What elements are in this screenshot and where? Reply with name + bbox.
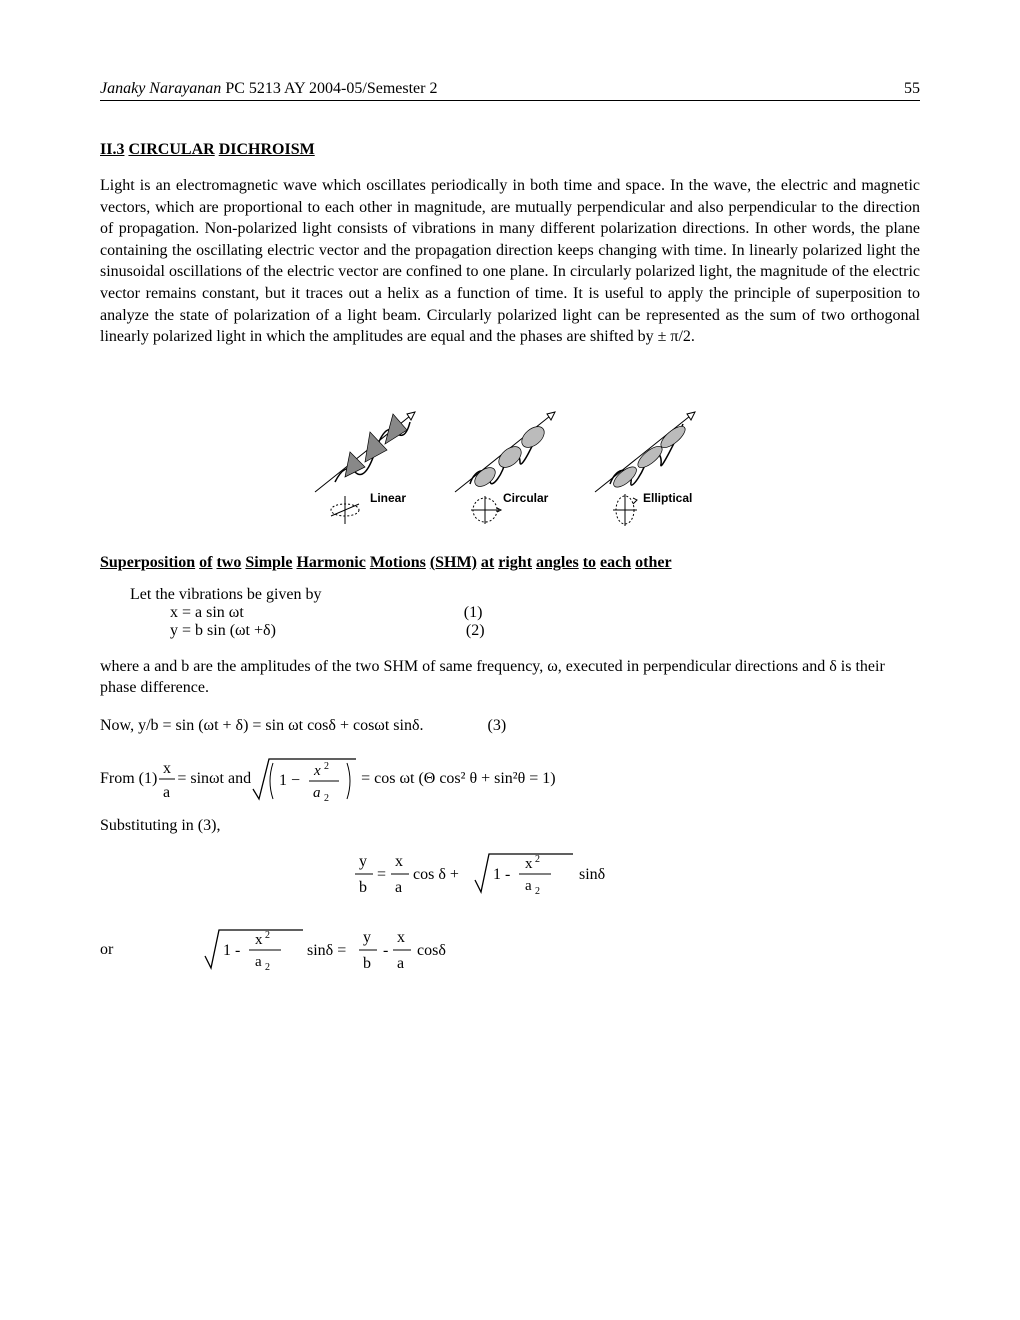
svg-text:a: a — [255, 954, 262, 970]
let-line: Let the vibrations be given by — [130, 586, 920, 604]
sqrt-expr-icon: 1 − x 2 a 2 — [251, 751, 361, 807]
fig-label-linear: Linear — [370, 491, 406, 505]
eq-or-svg: 1 - x 2 a 2 sinδ = y b - x a cosδ — [203, 922, 483, 978]
title-word: CIRCULAR — [128, 141, 214, 158]
eq-yb-svg: y b = x a cos δ + 1 - x 2 a 2 sinδ — [355, 846, 665, 902]
now-text: Now, y/b = sin (ωt + δ) = sin ωt cosδ + … — [100, 717, 423, 734]
from-end: = cos ωt (Θ cos² θ + sin²θ = 1) — [361, 770, 556, 788]
svg-text:b: b — [359, 879, 367, 896]
or-label: or — [100, 941, 113, 959]
now-line: Now, y/b = sin (ωt + δ) = sin ωt cosδ + … — [100, 715, 920, 737]
where-paragraph: where a and b are the amplitudes of the … — [100, 656, 920, 699]
equation-2: y = b sin (ωt +δ) (2) — [170, 622, 920, 640]
from-label: From (1) — [100, 770, 157, 788]
svg-text:1 −: 1 − — [279, 772, 300, 789]
polarization-figure: Linear Circular — [100, 362, 920, 532]
svg-text:2: 2 — [324, 761, 329, 772]
equation-1: x = a sin ωt (1) — [170, 604, 920, 622]
svg-text:1 -: 1 - — [493, 866, 510, 883]
sub-word: angles — [536, 554, 579, 571]
subheading-superposition: SuperpositionoftwoSimpleHarmonic Motions(… — [100, 554, 920, 572]
svg-text:sinδ =: sinδ = — [307, 942, 346, 959]
equation-y-over-b: y b = x a cos δ + 1 - x 2 a 2 sinδ — [100, 846, 920, 902]
sub-word: two — [216, 554, 241, 571]
sub-word: (SHM) — [430, 554, 477, 571]
eq3-num: (3) — [487, 717, 506, 734]
svg-text:sinδ: sinδ — [579, 866, 605, 883]
svg-text:2: 2 — [265, 962, 270, 973]
frac-x-over-a-icon: x a — [157, 757, 177, 801]
section-number: II.3 — [100, 141, 124, 158]
substituting-line: Substituting in (3), — [100, 815, 920, 837]
header-author: Janaky Narayanan — [100, 80, 221, 97]
page-header: Janaky Narayanan PC 5213 AY 2004-05/Seme… — [100, 80, 920, 101]
svg-text:y: y — [359, 853, 367, 870]
paragraph-1: Light is an electromagnetic wave which o… — [100, 175, 920, 348]
header-left: Janaky Narayanan PC 5213 AY 2004-05/Seme… — [100, 80, 437, 98]
svg-text:x: x — [395, 853, 403, 870]
svg-text:a: a — [525, 878, 532, 894]
title-word: DICHROISM — [219, 141, 315, 158]
svg-text:y: y — [363, 929, 371, 946]
section-title: II.3 CIRCULAR DICHROISM — [100, 141, 920, 159]
page: Janaky Narayanan PC 5213 AY 2004-05/Seme… — [0, 0, 1020, 1320]
sub-word: Superposition — [100, 554, 195, 571]
svg-text:cos δ +: cos δ + — [413, 866, 459, 883]
sub-word: to — [583, 554, 596, 571]
svg-text:2: 2 — [265, 930, 270, 941]
from-1-line: From (1) x a = sinωt and 1 − x 2 a 2 = c… — [100, 751, 920, 807]
svg-text:x: x — [525, 856, 533, 872]
header-page-number: 55 — [904, 80, 920, 98]
fig-label-circular: Circular — [503, 491, 549, 505]
svg-text:x: x — [397, 929, 405, 946]
polarization-diagram-svg: Linear Circular — [295, 362, 725, 532]
svg-text:a: a — [313, 785, 321, 801]
eq1-num: (1) — [464, 604, 483, 622]
fig-label-elliptical: Elliptical — [643, 491, 692, 505]
sub-word: at — [481, 554, 494, 571]
sub-word: Simple — [245, 554, 292, 571]
svg-text:2: 2 — [535, 854, 540, 865]
section-title-words: CIRCULAR DICHROISM — [128, 141, 318, 158]
sub-word: right — [498, 554, 532, 571]
svg-text:2: 2 — [324, 793, 329, 804]
svg-text:2: 2 — [535, 886, 540, 897]
from-mid: = sinωt and — [177, 770, 251, 788]
svg-text:x: x — [313, 763, 321, 779]
svg-text:-: - — [383, 942, 388, 959]
eq2-text: y = b sin (ωt +δ) — [170, 622, 276, 640]
svg-text:x: x — [163, 760, 171, 777]
svg-text:a: a — [395, 879, 402, 896]
svg-text:x: x — [255, 932, 263, 948]
svg-text:a: a — [397, 955, 404, 972]
svg-text:a: a — [163, 784, 170, 801]
or-equation: or 1 - x 2 a 2 sinδ = y b - x a cosδ — [100, 922, 920, 978]
svg-text:1 -: 1 - — [223, 942, 240, 959]
eq2-num: (2) — [466, 622, 485, 640]
svg-text:=: = — [377, 866, 386, 883]
svg-text:b: b — [363, 955, 371, 972]
sub-word: each — [600, 554, 631, 571]
svg-text:cosδ: cosδ — [417, 942, 446, 959]
sub-word: other — [635, 554, 671, 571]
sub-word: Motions — [370, 554, 426, 571]
eq1-text: x = a sin ωt — [170, 604, 244, 622]
sub-word: Harmonic — [296, 554, 365, 571]
header-course: PC 5213 AY 2004-05/Semester 2 — [221, 80, 437, 97]
sub-word: of — [199, 554, 212, 571]
